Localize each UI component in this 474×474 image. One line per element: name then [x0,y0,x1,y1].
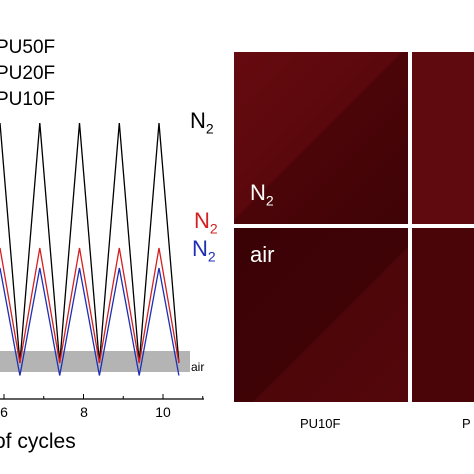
micrograph-panel-bottom-right [412,228,474,402]
legend-pu10f: PU10F [0,89,56,110]
x-tick-8: 8 [80,404,88,420]
x-tick-10: 10 [155,404,171,420]
legend-pu50f: PU50F [0,37,56,58]
region-label-n2: N2 [250,180,274,209]
x-tick-6: 6 [0,404,8,420]
n2-label-black: N2 [190,108,214,137]
micrograph-panel-bottom-left [234,228,408,402]
x-axis-label: of cycles [0,430,76,453]
micrograph-panel-top-left [234,52,408,224]
n2-label-blue: N2 [192,236,216,265]
fluorescence-micrograph: N2 air [234,52,474,402]
micrograph-panel-top-right [412,52,474,224]
series-line-pu10f [0,267,180,376]
panel-label-partial: P [462,416,471,431]
panel-label-pu10f: PU10F [300,416,341,431]
air-band-label: air [191,360,205,374]
region-label-air: air [250,242,275,267]
series-line-pu50f [0,122,180,364]
n2-label-red: N2 [194,208,218,237]
legend-pu20f: PU20F [0,63,56,84]
series-line-pu20f [0,247,180,364]
